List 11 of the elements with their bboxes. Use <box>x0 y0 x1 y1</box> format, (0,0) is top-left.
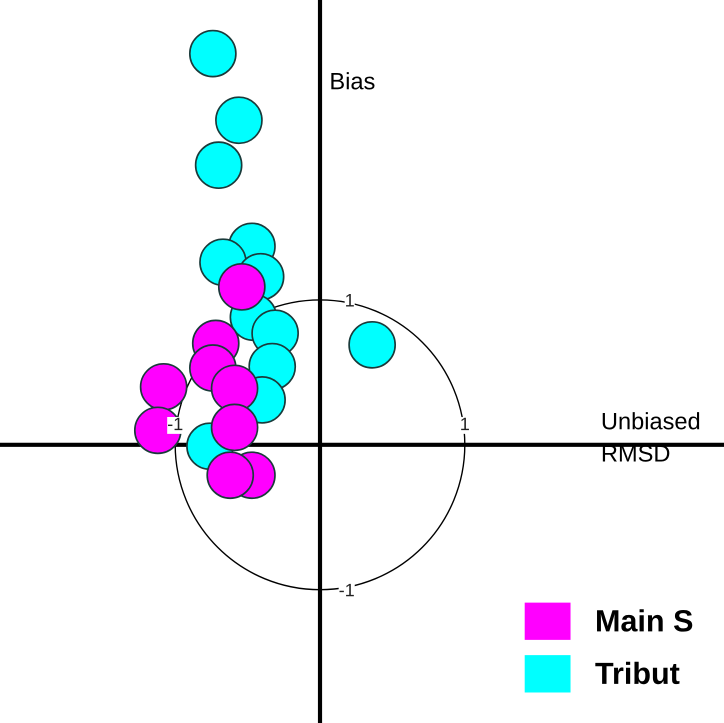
point <box>215 96 263 144</box>
y-axis-title: Bias <box>331 72 374 90</box>
point <box>348 320 396 369</box>
point <box>194 141 243 190</box>
legend-label: Tribut <box>595 662 680 684</box>
point <box>218 263 266 311</box>
legend-label: Main S <box>597 609 692 632</box>
point <box>188 30 237 78</box>
point <box>210 404 258 452</box>
point <box>206 451 254 500</box>
point <box>140 362 188 411</box>
